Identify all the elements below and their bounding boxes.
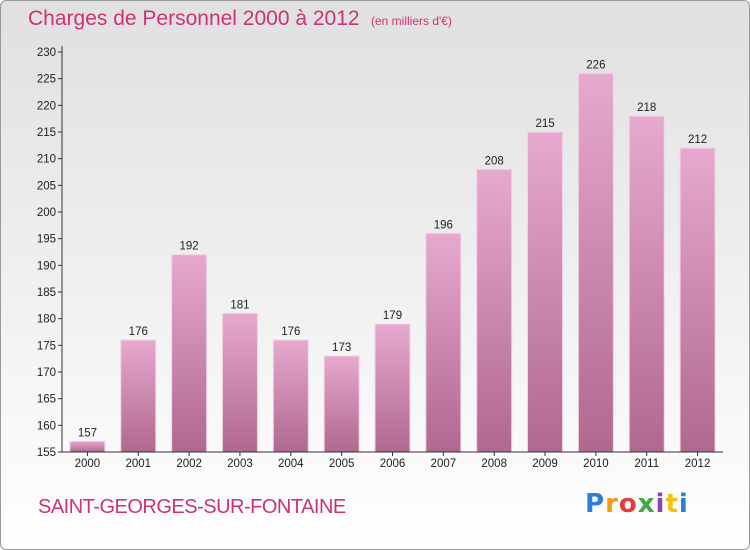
logo-letter: x xyxy=(637,489,656,519)
bar xyxy=(679,147,716,453)
y-tick-label: 220 xyxy=(37,100,56,112)
data-label: 215 xyxy=(535,118,554,130)
x-tick-label: 2008 xyxy=(481,458,507,470)
data-label: 181 xyxy=(230,299,249,311)
x-tick-label: 2002 xyxy=(176,458,202,470)
y-tick-label: 195 xyxy=(37,234,56,246)
data-label: 176 xyxy=(281,326,300,338)
x-tick-label: 2000 xyxy=(75,458,101,470)
y-tick-label: 155 xyxy=(37,447,56,459)
x-tick-label: 2001 xyxy=(125,458,151,470)
logo-letter: o xyxy=(618,489,638,519)
bar xyxy=(272,339,309,453)
data-label: 192 xyxy=(180,241,199,253)
y-tick-label: 175 xyxy=(37,340,56,352)
chart-subtitle: (en milliers d'€) xyxy=(371,14,452,28)
x-tick-label: 2004 xyxy=(278,458,304,470)
data-label: 226 xyxy=(586,59,605,71)
x-tick-label: 2012 xyxy=(685,458,711,470)
y-tick-label: 160 xyxy=(37,420,56,432)
x-tick-label: 2010 xyxy=(583,458,609,470)
data-label: 218 xyxy=(637,102,656,114)
data-label: 212 xyxy=(688,134,707,146)
data-label: 157 xyxy=(78,427,97,439)
x-tick-label: 2009 xyxy=(532,458,558,470)
y-tick-label: 190 xyxy=(37,260,56,272)
logo-letter: i xyxy=(655,489,666,519)
y-tick-label: 165 xyxy=(37,394,56,406)
data-label: 208 xyxy=(485,155,504,167)
y-tick-label: 185 xyxy=(37,287,56,299)
logo-letter: r xyxy=(605,489,619,519)
y-tick-label: 180 xyxy=(37,314,56,326)
data-label: 176 xyxy=(129,326,148,338)
logo-letter: i xyxy=(678,489,689,519)
bar xyxy=(221,312,258,453)
bar xyxy=(425,232,462,453)
logo-letter: P xyxy=(585,489,606,519)
bar xyxy=(374,323,411,453)
x-tick-label: 2005 xyxy=(329,458,355,470)
y-tick-label: 230 xyxy=(37,47,56,59)
logo-letter: t xyxy=(665,489,679,519)
y-tick-label: 205 xyxy=(37,180,56,192)
bar xyxy=(69,440,106,453)
bar xyxy=(628,115,665,453)
bar xyxy=(476,168,513,453)
x-tick-label: 2007 xyxy=(431,458,457,470)
y-tick-label: 170 xyxy=(37,367,56,379)
data-label: 179 xyxy=(383,310,402,322)
x-tick-label: 2006 xyxy=(380,458,406,470)
commune-name: SAINT-GEORGES-SUR-FONTAINE xyxy=(38,496,346,518)
y-tick-label: 225 xyxy=(37,74,56,86)
y-tick-label: 215 xyxy=(37,127,56,139)
data-label: 196 xyxy=(434,219,453,231)
bar xyxy=(323,355,360,453)
bar xyxy=(120,339,157,453)
data-label: 173 xyxy=(332,342,351,354)
bar xyxy=(527,131,564,453)
chart-title: Charges de Personnel 2000 à 2012 xyxy=(28,7,360,30)
bar xyxy=(577,72,614,453)
proxiti-logo[interactable]: Proxiti xyxy=(585,489,689,519)
x-tick-label: 2003 xyxy=(227,458,253,470)
bar xyxy=(171,254,208,453)
y-tick-label: 200 xyxy=(37,207,56,219)
x-tick-label: 2011 xyxy=(634,458,659,470)
y-tick-label: 210 xyxy=(37,154,56,166)
